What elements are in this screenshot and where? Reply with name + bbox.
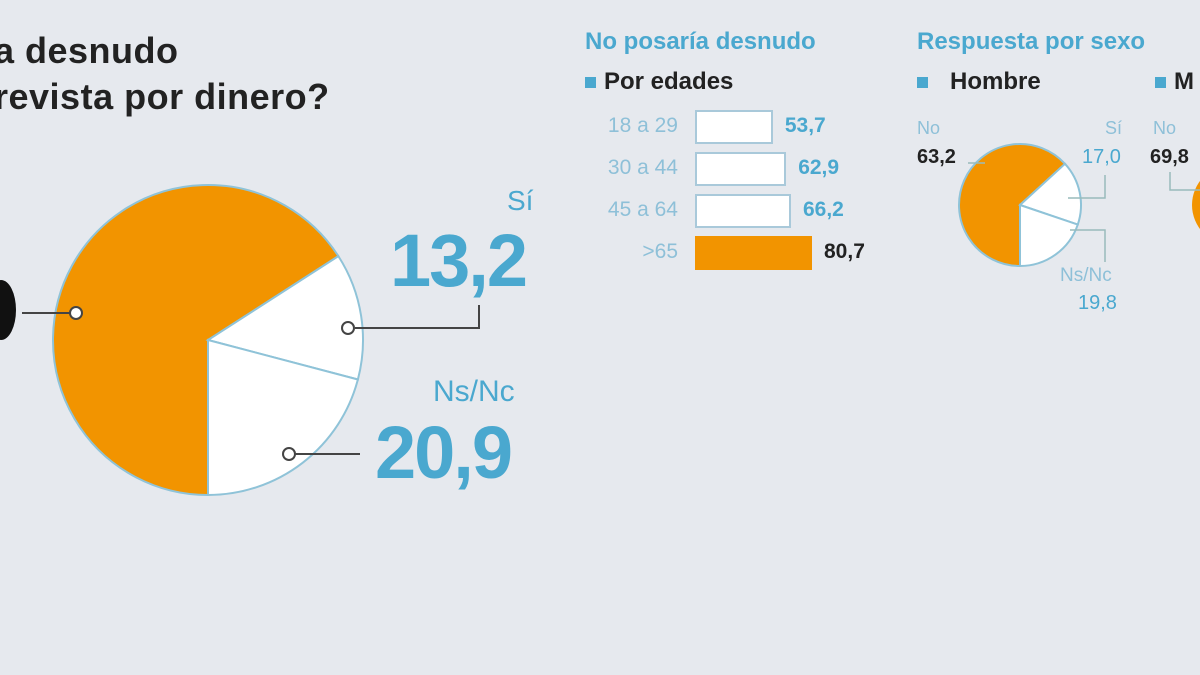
leader-dot xyxy=(69,306,83,320)
hombre-si-value: 17,0 xyxy=(1082,146,1121,168)
hombre-leader-ns xyxy=(1070,229,1106,262)
mujer-label: M xyxy=(1174,68,1194,95)
mujer-no-value: 69,8 xyxy=(1150,146,1189,168)
age-label: 18 a 29 xyxy=(607,114,678,137)
age-bar xyxy=(695,194,791,228)
hombre-leader-si xyxy=(1068,175,1106,199)
si-label: Sí xyxy=(507,185,534,216)
hombre-no-value: 63,2 xyxy=(917,146,956,168)
legend-square-icon xyxy=(917,77,928,89)
hombre-si-label: Sí xyxy=(1105,118,1123,138)
ages-subtitle: Por edades xyxy=(604,68,734,95)
ns-label: Ns/Nc xyxy=(433,375,515,408)
chart-title: a desnudo revista por dinero? xyxy=(0,28,330,120)
sex-title: Respuesta por sexo xyxy=(917,28,1146,55)
age-value: 53,7 xyxy=(784,114,826,137)
ns-value: 20,9 xyxy=(375,411,513,494)
hombre-slice-ns xyxy=(1019,203,1080,268)
title-line-2: revista por dinero? xyxy=(0,76,330,117)
age-bar xyxy=(695,110,773,144)
hombre-slice-no xyxy=(958,143,1067,268)
age-value: 80,7 xyxy=(824,240,865,263)
age-value: 66,2 xyxy=(802,198,844,221)
legend-square-icon xyxy=(585,77,596,89)
si-value: 13,2 xyxy=(390,219,528,302)
age-bar xyxy=(695,152,787,186)
mujer-leader-no xyxy=(1169,172,1200,191)
mujer-no-label: No xyxy=(1153,118,1177,138)
leader-si xyxy=(355,305,480,329)
mujer-pie-slice-no xyxy=(1192,181,1200,229)
hombre-ns-label: Ns/Nc xyxy=(1060,265,1112,286)
no-value-badge xyxy=(0,280,16,340)
age-bar xyxy=(695,236,812,270)
age-label: >65 xyxy=(642,240,678,263)
leader-dot xyxy=(341,321,355,335)
age-value: 62,9 xyxy=(798,156,840,179)
ages-title: No posaría desnudo xyxy=(585,28,816,55)
main-slice-ns xyxy=(207,338,360,497)
title-line-1: a desnudo xyxy=(0,30,179,71)
main-slice-si xyxy=(205,254,364,381)
legend-square-icon xyxy=(1155,77,1166,89)
age-label: 30 a 44 xyxy=(607,156,678,179)
main-slice-no xyxy=(52,184,340,497)
leader-dot xyxy=(282,447,296,461)
hombre-ns-value: 19,8 xyxy=(1078,292,1117,314)
hombre-no-label: No xyxy=(917,118,941,138)
hombre-label: Hombre xyxy=(950,68,1041,95)
age-label: 45 a 64 xyxy=(607,198,678,221)
